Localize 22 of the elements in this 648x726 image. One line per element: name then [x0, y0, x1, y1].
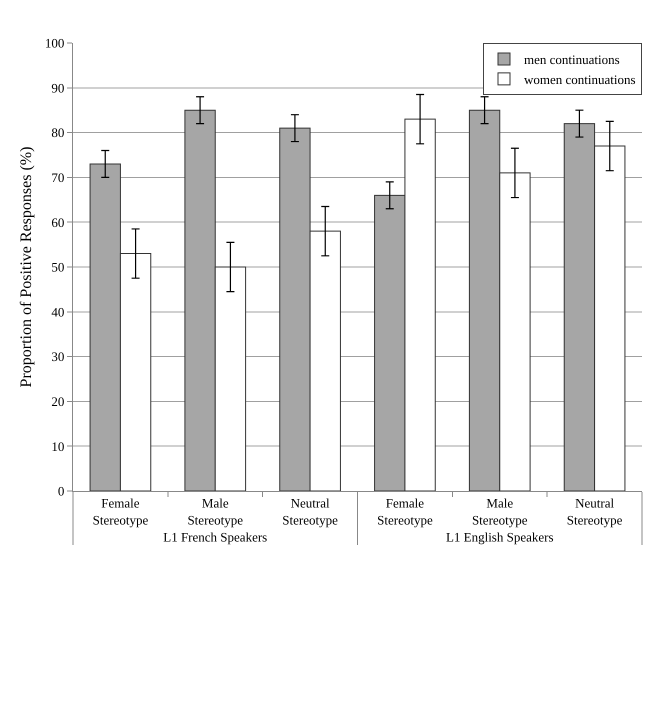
- y-axis-title: Proportion of Positive Responses (%): [18, 146, 35, 388]
- x-tick-label: Neutral Stereotype: [566, 496, 623, 528]
- x-tick-label: Male Stereotype: [187, 496, 244, 528]
- y-tick-label: 70: [51, 170, 64, 185]
- x-tick-label: Neutral Stereotype: [282, 496, 338, 528]
- y-tick-label: 60: [51, 214, 64, 230]
- y-tick-label: 30: [51, 349, 64, 364]
- text: L1 French Speakers: [163, 530, 268, 544]
- y-tick-label: 100: [44, 36, 64, 51]
- y-tick-label: 90: [51, 80, 64, 96]
- x-tick-label: Male Stereotype: [472, 496, 528, 528]
- legend-label: men continuations: [524, 52, 620, 68]
- y-tick-label: 0: [58, 484, 64, 499]
- y-tick-label: 10: [51, 438, 64, 454]
- text: L1 English Speakers: [446, 530, 554, 544]
- x-tick-label: Female Stereotype: [92, 496, 148, 528]
- y-tick-label: 40: [51, 304, 64, 320]
- x-tick-label: Female Stereotype: [377, 496, 433, 528]
- y-tick-label: 50: [51, 260, 64, 275]
- y-tick-label: 80: [51, 125, 64, 140]
- y-tick-label: 20: [51, 394, 64, 409]
- legend-label: women continuations: [524, 72, 636, 87]
